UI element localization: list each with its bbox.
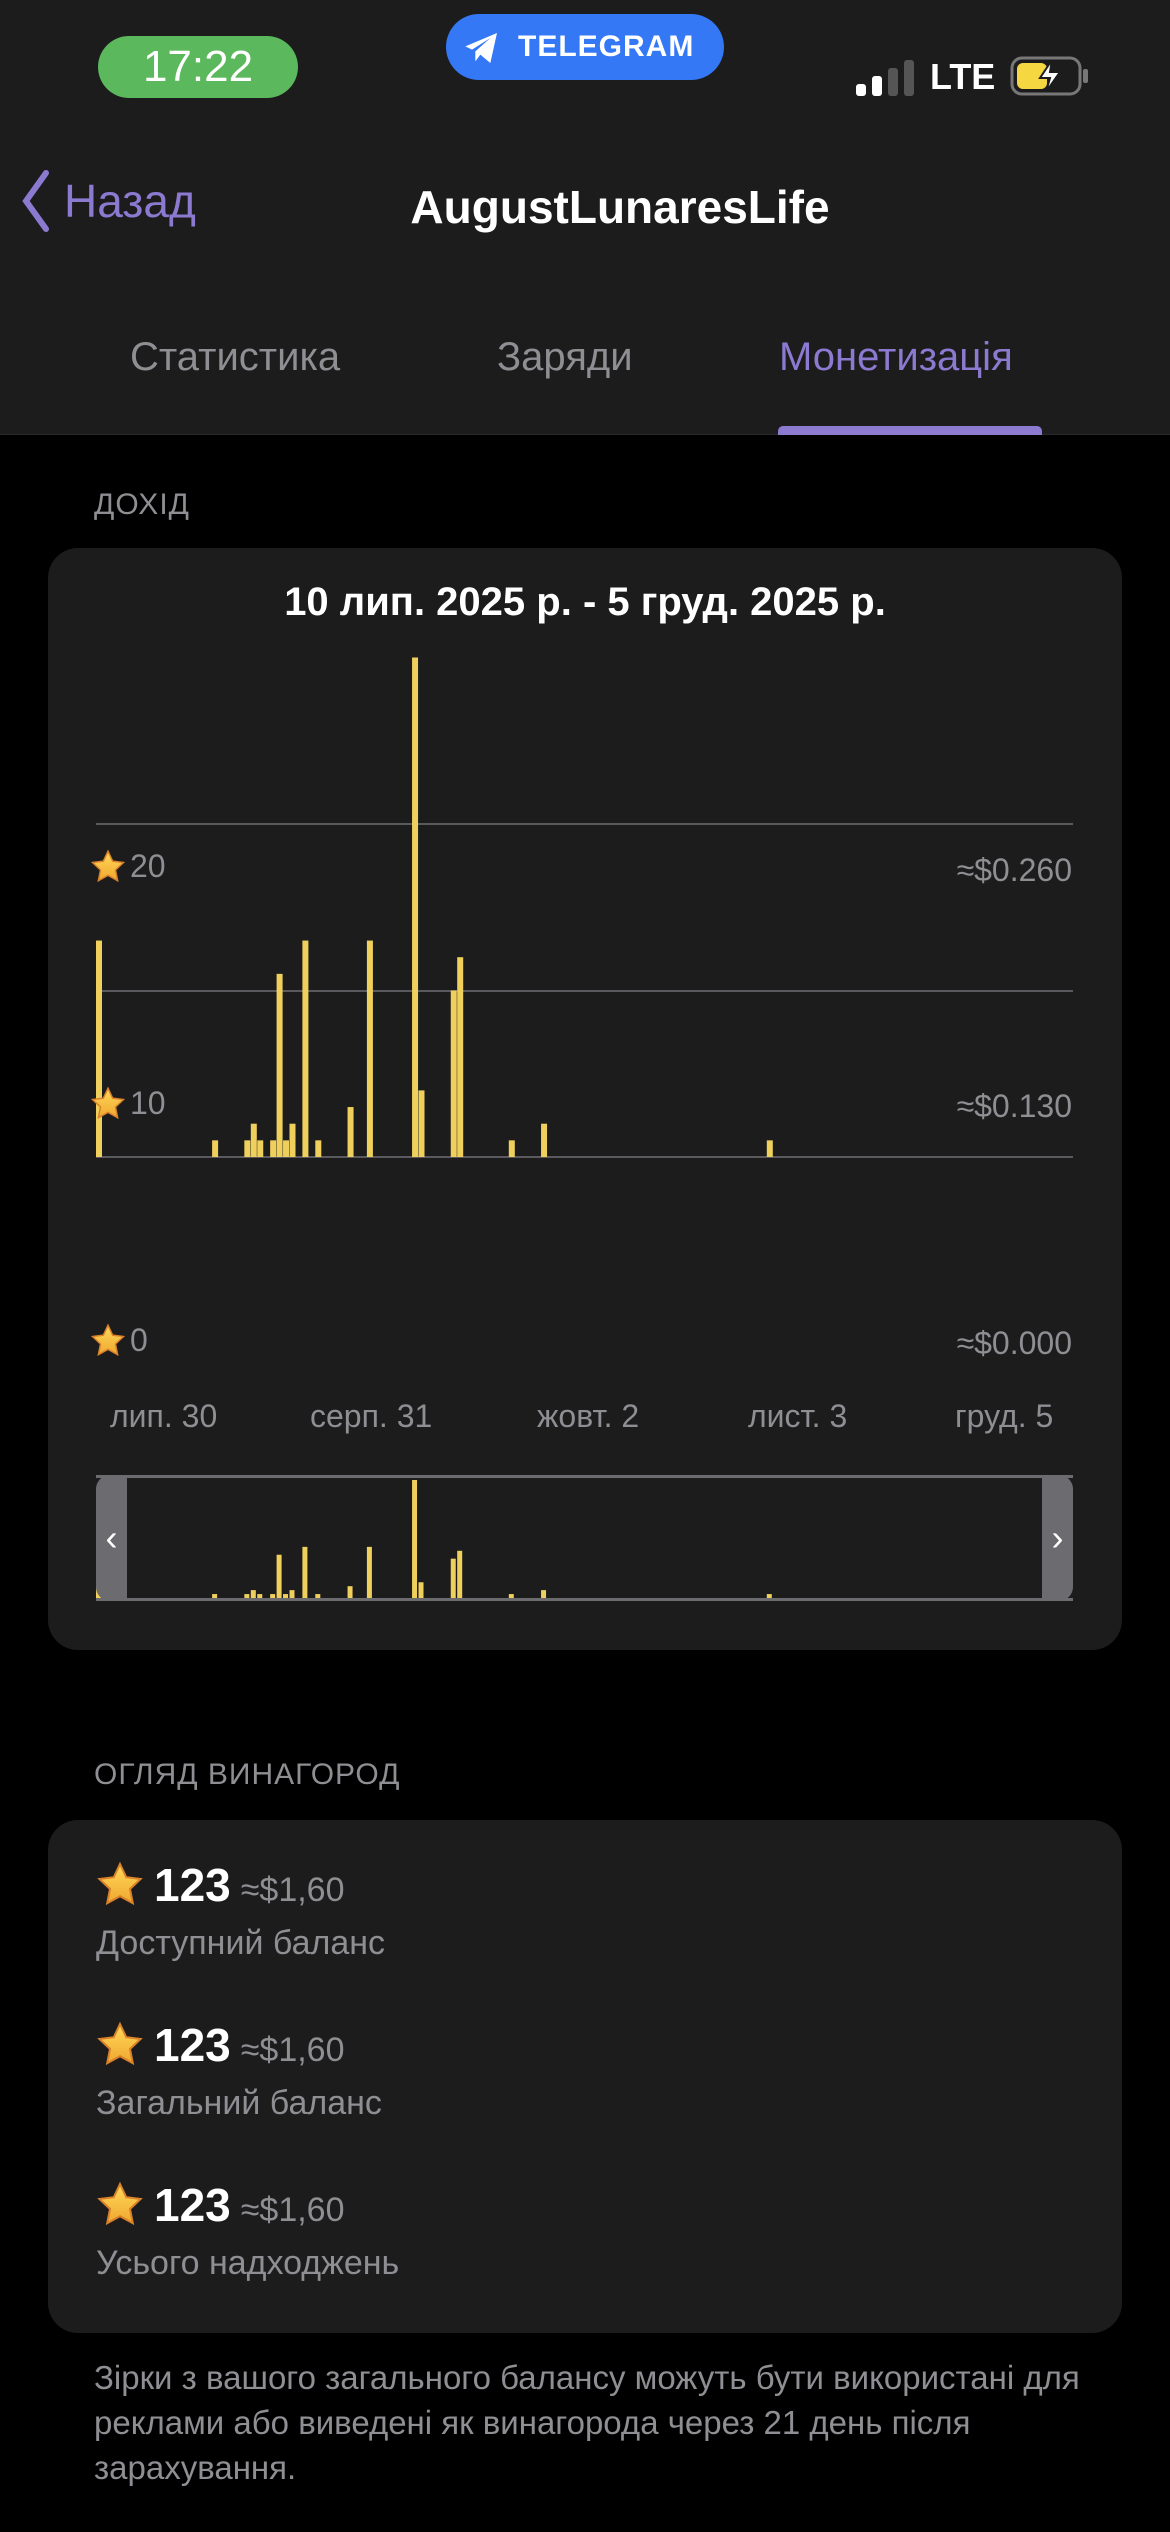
star-icon — [90, 1086, 126, 1122]
y-tick-20: 20 — [90, 848, 166, 885]
chevron-left-icon: ‹ — [105, 1517, 118, 1558]
navigator-mini-bar — [541, 1590, 547, 1598]
revenue-bar[interactable] — [366, 940, 373, 1157]
star-icon — [96, 1861, 144, 1909]
navigator-mini-bar — [457, 1550, 463, 1598]
revenue-chart — [96, 657, 1073, 1598]
navigator-mini-bar — [257, 1594, 263, 1598]
telegram-plane-icon — [465, 33, 497, 63]
revenue-bar[interactable] — [315, 1140, 322, 1157]
navigator-mini-bar — [270, 1594, 276, 1598]
revenue-bar[interactable] — [250, 1123, 257, 1157]
revenue-bar[interactable] — [276, 973, 283, 1157]
star-icon — [90, 849, 126, 885]
chevron-right-icon: › — [1051, 1517, 1064, 1558]
navigator-mini-bar — [508, 1594, 514, 1598]
total-balance-label: Загальний баланс — [96, 2084, 382, 2122]
revenue-bar[interactable] — [412, 657, 419, 1158]
active-tab-indicator — [778, 426, 1042, 435]
network-type: LTE — [930, 56, 996, 97]
star-icon — [90, 1323, 126, 1359]
available-balance-label: Доступний баланс — [96, 1924, 386, 1962]
telegram-badge-label: TELEGRAM — [518, 30, 695, 63]
revenue-bar[interactable] — [457, 957, 464, 1157]
chevron-left-icon — [22, 170, 49, 232]
revenue-bar[interactable] — [257, 1140, 264, 1157]
y-tick-10: 10 — [90, 1085, 166, 1122]
chart-range-navigator[interactable] — [96, 1475, 1073, 1601]
x-tick-label: груд. 5 — [955, 1398, 1054, 1434]
star-icon — [96, 2181, 144, 2229]
revenue-bar[interactable] — [212, 1140, 219, 1157]
y-tick-0: 0 — [90, 1322, 148, 1359]
rewards-note: Зірки з вашого загального балансу можуть… — [94, 2359, 1080, 2486]
navigator-mini-bar — [276, 1554, 282, 1598]
y-right-tick-260: ≈$0.260 — [956, 852, 1072, 888]
revenue-bar[interactable] — [302, 940, 309, 1157]
navigator-mini-bar — [766, 1594, 772, 1598]
navigator-mini-bar — [289, 1590, 295, 1598]
back-label: Назад — [64, 175, 196, 227]
tab-boosts[interactable]: Заряди — [497, 335, 633, 379]
back-button[interactable]: Назад — [20, 170, 196, 232]
revenue-bar[interactable] — [541, 1123, 548, 1157]
total-balance-amount: 123 ≈$1,60 — [96, 2018, 345, 2072]
navigator-right-handle[interactable]: › — [1042, 1475, 1073, 1601]
y-right-tick-130: ≈$0.130 — [956, 1088, 1072, 1124]
rewards-card — [48, 1820, 1122, 2333]
navigator-mini-bar — [212, 1594, 218, 1598]
navigator-mini-bar — [347, 1586, 353, 1598]
x-tick-label: серп. 31 — [310, 1398, 433, 1434]
chart-date-range: 10 лип. 2025 р. - 5 груд. 2025 р. — [284, 580, 886, 624]
revenue-bar[interactable] — [96, 940, 102, 1157]
navigator-mini-bar — [366, 1546, 372, 1598]
revenue-bar[interactable] — [244, 1140, 251, 1157]
navigator-mini-bar — [450, 1558, 456, 1598]
revenue-bar[interactable] — [450, 990, 457, 1158]
y-right-tick-0: ≈$0.000 — [956, 1325, 1072, 1361]
status-time: 17:22 — [98, 36, 298, 98]
telegram-badge[interactable]: TELEGRAM — [446, 14, 724, 80]
revenue-bar[interactable] — [347, 1107, 354, 1157]
total-earnings-amount: 123 ≈$1,60 — [96, 2178, 345, 2232]
rewards-section-title: ОГЛЯД ВИНАГОРОД — [94, 1758, 401, 1791]
revenue-bar[interactable] — [283, 1140, 290, 1157]
tab-statistics[interactable]: Статистика — [130, 335, 341, 379]
available-balance-amount: 123 ≈$1,60 — [96, 1858, 345, 1912]
revenue-bar[interactable] — [289, 1123, 296, 1157]
revenue-card — [48, 548, 1122, 1650]
navigator-mini-bar — [244, 1594, 250, 1598]
navigator-mini-bar — [418, 1582, 424, 1598]
revenue-bar[interactable] — [418, 1090, 425, 1157]
revenue-bar[interactable] — [270, 1140, 277, 1157]
navigator-mini-bar — [315, 1594, 321, 1598]
navigator-left-handle[interactable]: ‹ — [96, 1475, 127, 1601]
x-tick-label: жовт. 2 — [537, 1398, 640, 1434]
battery-charging-icon — [1010, 56, 1088, 96]
navigator-mini-bar — [412, 1480, 418, 1598]
signal-icon — [856, 60, 914, 96]
revenue-bar[interactable] — [508, 1140, 515, 1157]
navigator-mini-bar — [283, 1594, 289, 1598]
navigator-mini-bar — [302, 1546, 308, 1598]
total-earnings-label: Усього надходжень — [96, 2244, 400, 2282]
tab-monetization[interactable]: Монетизація — [779, 335, 1013, 379]
star-icon — [96, 2021, 144, 2069]
x-tick-label: лист. 3 — [748, 1398, 848, 1434]
revenue-section-title: ДОХІД — [94, 488, 190, 521]
page-title: AugustLunaresLife — [410, 181, 830, 233]
revenue-bar[interactable] — [766, 1140, 773, 1157]
x-tick-label: лип. 30 — [110, 1398, 218, 1434]
navigator-mini-bar — [250, 1590, 256, 1598]
